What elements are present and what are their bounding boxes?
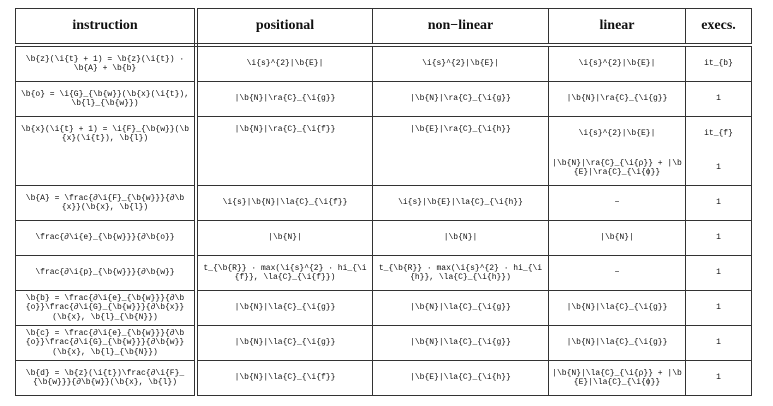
non-linear-cell: \i{s}^{2}|\b{E}| xyxy=(372,44,549,82)
table-row: \b{c} = \frac{∂\i{e}_{\b{w}}}{∂\b{o}}\fr… xyxy=(15,325,752,361)
non-linear-cell: |\b{N}|\ra{C}_{\i{g}} xyxy=(372,81,549,117)
execs-cell: 1 xyxy=(685,220,752,256)
linear-cell: − xyxy=(548,185,686,221)
linear-cell: |\b{N}|\ra{C}_{\i{ρ}} + |\b{E}|\ra{C}_{\… xyxy=(548,151,686,186)
linear-cell: |\b{N}|\la{C}_{\i{g}} xyxy=(548,325,686,361)
positional-cell: \i{s}|\b{N}|\la{C}_{\i{f}} xyxy=(195,185,373,221)
positional-cell: |\b{N}|\ra{C}_{\i{f}} xyxy=(195,116,373,186)
instruction-cell: \b{b} = \frac{∂\i{e}_{\b{w}}}{∂\b{o}}\fr… xyxy=(15,290,198,326)
instruction-cell: \b{d} = \b{z}(\i{t})\frac{∂\i{F}_{\b{w}}… xyxy=(15,360,198,396)
execs-cell: it_{f} xyxy=(685,116,752,151)
positional-cell: |\b{N}|\la{C}_{\i{f}} xyxy=(195,360,373,396)
execs-cell: it_{b} xyxy=(685,44,752,82)
instruction-cell: \b{x}(\i{t} + 1) = \i{F}_{\b{w}}(\b{x}(\… xyxy=(15,116,198,186)
table-body: \b{z}(\i{t} + 1) = \b{z}(\i{t}) · \b{A} … xyxy=(15,44,752,396)
non-linear-cell: |\b{N}| xyxy=(372,220,549,256)
execs-cell: 1 xyxy=(685,81,752,117)
non-linear-cell: \i{s}|\b{E}|\la{C}_{\i{h}} xyxy=(372,185,549,221)
execs-cell: 1 xyxy=(685,151,752,186)
instruction-cell: \frac{∂\i{e}_{\b{w}}}{∂\b{o}} xyxy=(15,220,198,256)
positional-cell: \i{s}^{2}|\b{E}| xyxy=(195,44,373,82)
non-linear-cell: |\b{N}|\la{C}_{\i{g}} xyxy=(372,290,549,326)
positional-cell: |\b{N}| xyxy=(195,220,373,256)
table-row: \b{z}(\i{t} + 1) = \b{z}(\i{t}) · \b{A} … xyxy=(15,44,752,82)
table-row: \b{b} = \frac{∂\i{e}_{\b{w}}}{∂\b{o}}\fr… xyxy=(15,290,752,326)
non-linear-cell: t_{\b{R}} · max(\i{s}^{2} · hi_{\i{h}}, … xyxy=(372,255,549,291)
table-row: \b{A} = \frac{∂\i{F}_{\b{w}}}{∂\b{x}}(\b… xyxy=(15,185,752,221)
linear-cell: |\b{N}|\ra{C}_{\i{g}} xyxy=(548,81,686,117)
execs-cell: 1 xyxy=(685,325,752,361)
non-linear-cell: |\b{E}|\ra{C}_{\i{h}} xyxy=(372,116,549,186)
cost-table: instruction positional non−linear linear… xyxy=(15,8,752,396)
instruction-cell: \b{c} = \frac{∂\i{e}_{\b{w}}}{∂\b{o}}\fr… xyxy=(15,325,198,361)
linear-cell: |\b{N}|\la{C}_{\i{ρ}} + |\b{E}|\la{C}_{\… xyxy=(548,360,686,396)
execs-cell: 1 xyxy=(685,290,752,326)
header-execs: execs. xyxy=(685,8,752,47)
positional-cell: t_{\b{R}} · max(\i{s}^{2} · hi_{\i{f}}, … xyxy=(195,255,373,291)
linear-cell: |\b{N}|\la{C}_{\i{g}} xyxy=(548,290,686,326)
instruction-cell: \b{A} = \frac{∂\i{F}_{\b{w}}}{∂\b{x}}(\b… xyxy=(15,185,198,221)
non-linear-cell: |\b{N}|\la{C}_{\i{g}} xyxy=(372,325,549,361)
positional-cell: |\b{N}|\la{C}_{\i{g}} xyxy=(195,325,373,361)
header-non-linear: non−linear xyxy=(372,8,549,47)
linear-cell: \i{s}^{2}|\b{E}| xyxy=(548,44,686,82)
linear-cell: |\b{N}| xyxy=(548,220,686,256)
positional-cell: |\b{N}|\ra{C}_{\i{g}} xyxy=(195,81,373,117)
table-row: \frac{∂\i{e}_{\b{w}}}{∂\b{o}} |\b{N}| |\b{… xyxy=(15,220,752,256)
positional-cell: |\b{N}|\la{C}_{\i{g}} xyxy=(195,290,373,326)
header-row: instruction positional non−linear linear… xyxy=(15,8,752,47)
table-row: \b{x}(\i{t} + 1) = \i{F}_{\b{w}}(\b{x}(\… xyxy=(15,116,752,186)
execs-cell: 1 xyxy=(685,255,752,291)
instruction-cell: \frac{∂\i{p}_{\b{w}}}{∂\b{w}} xyxy=(15,255,198,291)
execs-cell: 1 xyxy=(685,185,752,221)
header-linear: linear xyxy=(548,8,686,47)
table-row: \b{o} = \i{G}_{\b{w}}(\b{x}(\i{t}), \b{l… xyxy=(15,81,752,117)
header-positional: positional xyxy=(195,8,373,47)
instruction-cell: \b{z}(\i{t} + 1) = \b{z}(\i{t}) · \b{A} … xyxy=(15,44,198,82)
table-row: \b{d} = \b{z}(\i{t})\frac{∂\i{F}_{\b{w}}… xyxy=(15,360,752,396)
table-row: \frac{∂\i{p}_{\b{w}}}{∂\b{w}} t_{\b{R}} ·… xyxy=(15,255,752,291)
non-linear-cell: |\b{E}|\la{C}_{\i{h}} xyxy=(372,360,549,396)
execs-cell: 1 xyxy=(685,360,752,396)
linear-cell: \i{s}^{2}|\b{E}| xyxy=(548,116,686,151)
header-instruction: instruction xyxy=(15,8,198,47)
linear-cell: − xyxy=(548,255,686,291)
instruction-cell: \b{o} = \i{G}_{\b{w}}(\b{x}(\i{t}), \b{l… xyxy=(15,81,198,117)
